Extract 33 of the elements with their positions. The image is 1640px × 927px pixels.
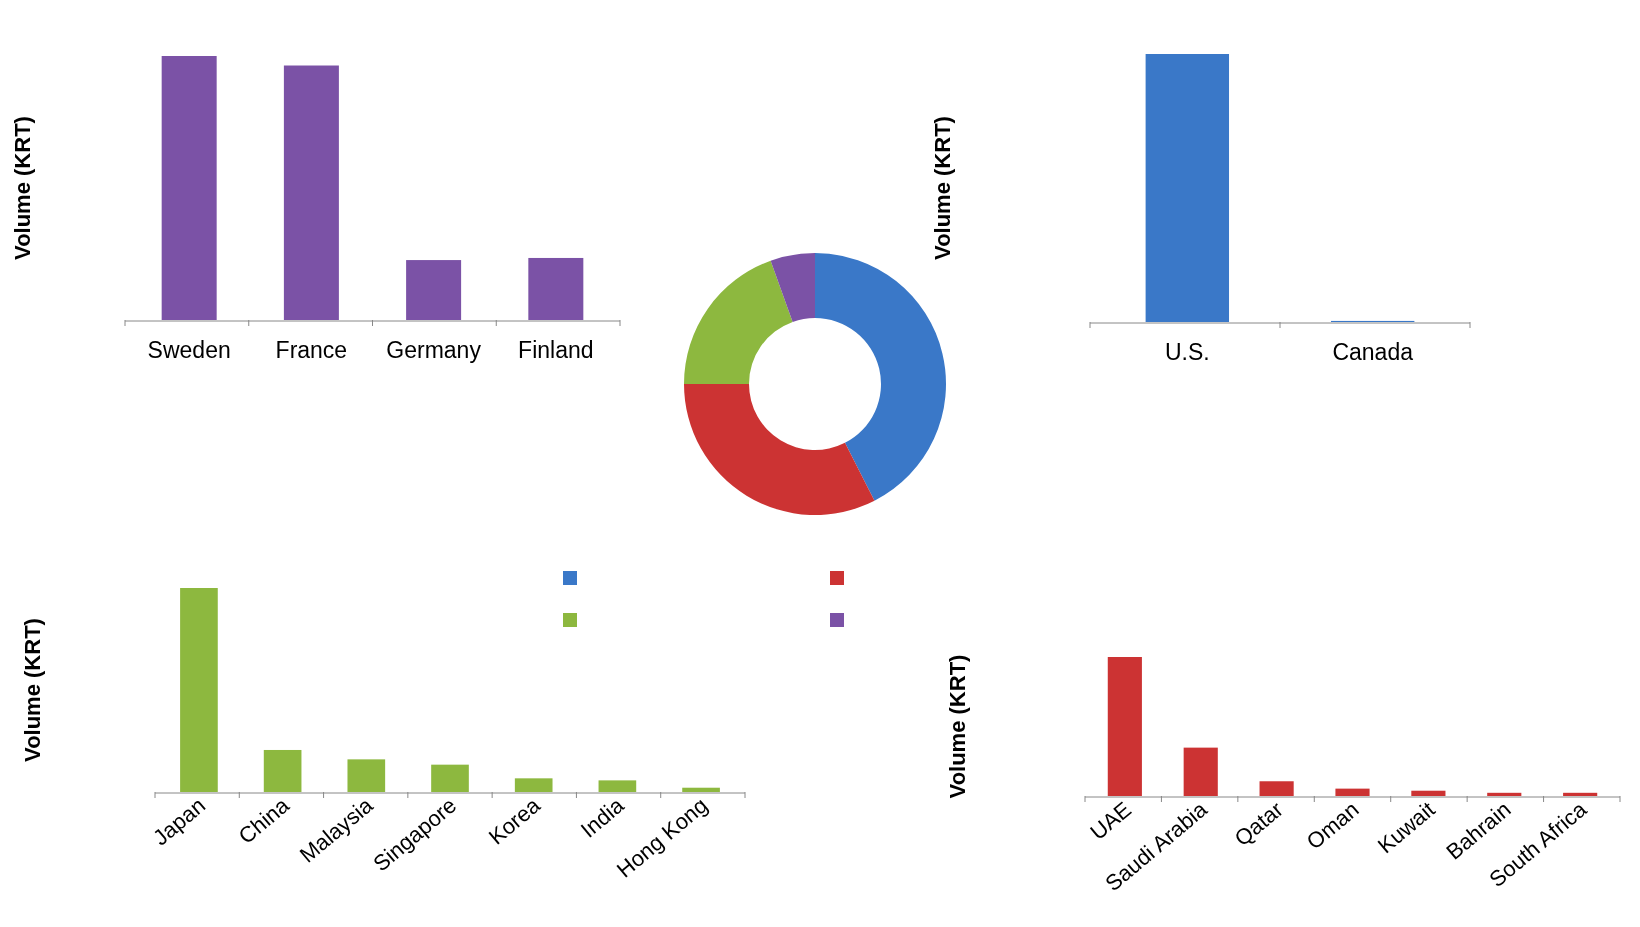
bar <box>1487 792 1522 796</box>
bar <box>1259 781 1294 796</box>
bar <box>1563 792 1598 796</box>
x-tick-label: Finland <box>518 337 594 363</box>
bar <box>431 764 469 792</box>
donut-slice <box>684 384 875 515</box>
bar <box>1183 747 1218 796</box>
bar <box>283 65 339 320</box>
bar <box>598 780 637 792</box>
bar <box>161 56 217 320</box>
x-tick-label: France <box>275 337 348 363</box>
x-tick-label: Canada <box>1332 339 1414 365</box>
bar <box>263 749 302 792</box>
x-tick-label: UAE <box>1085 796 1137 845</box>
bar <box>406 260 462 320</box>
bar <box>180 588 218 792</box>
y-axis-title: Volume (KRT) <box>20 618 45 762</box>
x-tick-label: Sweden <box>147 337 231 363</box>
bar <box>1411 790 1446 796</box>
x-tick-label: India <box>575 792 630 843</box>
x-tick-label: U.S. <box>1164 339 1210 365</box>
bar <box>528 257 584 320</box>
donut-slice <box>684 260 793 384</box>
bar <box>682 787 720 792</box>
bar <box>514 778 553 792</box>
bar <box>1335 788 1370 796</box>
bar <box>347 759 386 792</box>
y-axis-title: Volume (KRT) <box>10 116 35 260</box>
y-axis-title: Volume (KRT) <box>930 116 955 260</box>
y-axis-title: Volume (KRT) <box>945 654 970 799</box>
bar <box>1107 657 1142 796</box>
x-tick-label: Germany <box>386 337 482 363</box>
donut-slice <box>770 253 815 322</box>
